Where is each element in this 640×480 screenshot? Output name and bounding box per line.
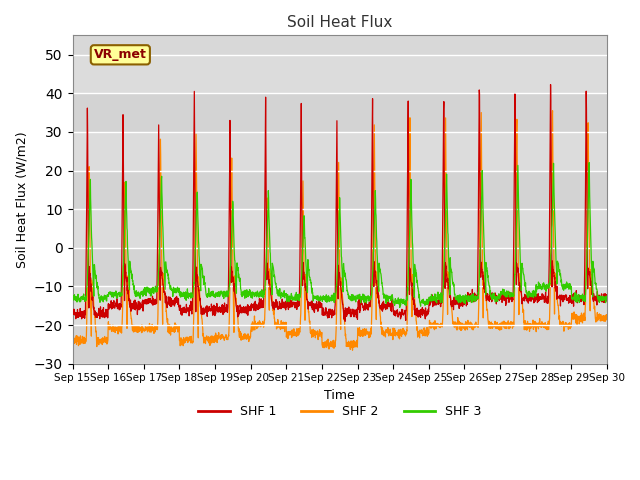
SHF 2: [572, 313, 579, 319]
SHF 1: [218, 304, 225, 310]
SHF 3: [586, 160, 593, 166]
Y-axis label: Soil Heat Flux (W/m2): Soil Heat Flux (W/m2): [15, 131, 28, 268]
Bar: [72, 248, 607, 287]
SHF 1: [367, 283, 374, 289]
SHF 1: [68, 309, 76, 315]
SHF 2: [548, 108, 556, 114]
Line: SHF 2: SHF 2: [72, 111, 607, 350]
SHF 1: [603, 294, 611, 300]
Bar: [72, 209, 607, 248]
Bar: [72, 132, 607, 170]
SHF 3: [603, 295, 611, 300]
SHF 3: [495, 296, 503, 301]
Bar: [72, 287, 607, 325]
SHF 2: [68, 340, 76, 346]
SHF 2: [603, 315, 611, 321]
SHF 1: [495, 293, 503, 299]
SHF 2: [355, 327, 363, 333]
SHF 3: [367, 297, 374, 302]
SHF 2: [495, 324, 503, 330]
SHF 2: [349, 348, 356, 353]
Line: SHF 3: SHF 3: [72, 163, 607, 307]
SHF 3: [571, 297, 579, 302]
SHF 1: [341, 318, 349, 324]
SHF 1: [556, 294, 564, 300]
Bar: [72, 55, 607, 93]
SHF 3: [218, 290, 225, 296]
SHF 3: [556, 272, 564, 277]
SHF 2: [556, 323, 564, 328]
SHF 3: [396, 304, 404, 310]
X-axis label: Time: Time: [324, 389, 355, 402]
Line: SHF 1: SHF 1: [72, 84, 607, 321]
SHF 2: [218, 332, 225, 337]
Legend: SHF 1, SHF 2, SHF 3: SHF 1, SHF 2, SHF 3: [193, 400, 486, 423]
Title: Soil Heat Flux: Soil Heat Flux: [287, 15, 392, 30]
Bar: [72, 170, 607, 209]
SHF 2: [367, 325, 374, 331]
Bar: [72, 93, 607, 132]
Text: VR_met: VR_met: [94, 48, 147, 61]
SHF 3: [355, 295, 363, 301]
SHF 1: [355, 300, 363, 306]
SHF 1: [572, 293, 579, 299]
Bar: [72, 325, 607, 364]
SHF 3: [68, 295, 76, 301]
SHF 1: [547, 82, 554, 87]
